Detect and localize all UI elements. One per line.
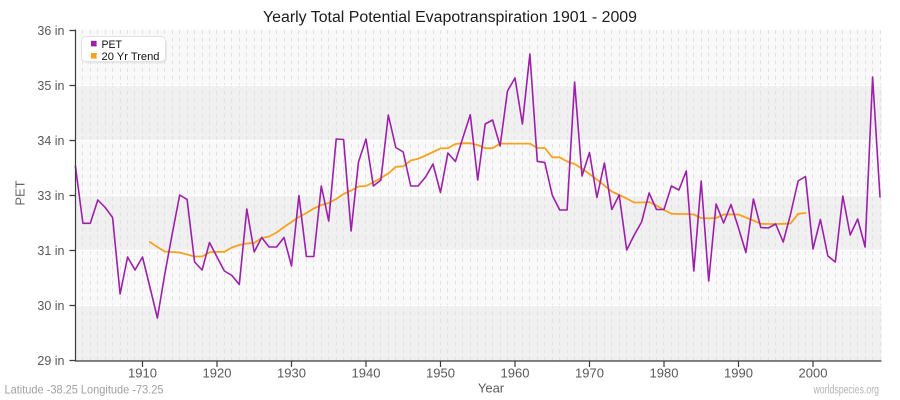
- svg-text:1990: 1990: [724, 366, 753, 381]
- svg-text:2000: 2000: [799, 366, 828, 381]
- svg-text:20 Yr Trend: 20 Yr Trend: [102, 51, 160, 63]
- svg-text:1980: 1980: [650, 366, 679, 381]
- svg-text:worldspecies.org: worldspecies.org: [813, 385, 879, 397]
- svg-text:PET: PET: [102, 39, 123, 51]
- svg-text:1940: 1940: [352, 366, 381, 381]
- svg-text:1960: 1960: [501, 366, 530, 381]
- svg-text:Yearly Total Potential Evapotr: Yearly Total Potential Evapotranspiratio…: [263, 9, 637, 26]
- svg-text:35 in: 35 in: [37, 79, 64, 93]
- svg-text:36 in: 36 in: [37, 24, 64, 38]
- svg-text:1920: 1920: [203, 366, 232, 381]
- svg-text:1970: 1970: [575, 366, 604, 381]
- svg-text:31 in: 31 in: [37, 244, 64, 258]
- svg-text:PET: PET: [13, 180, 28, 205]
- svg-text:30 in: 30 in: [37, 299, 64, 313]
- svg-text:1910: 1910: [128, 366, 157, 381]
- svg-text:1930: 1930: [277, 366, 306, 381]
- svg-text:33 in: 33 in: [37, 189, 64, 203]
- svg-text:29 in: 29 in: [37, 354, 64, 368]
- svg-text:Latitude -38.25 Longitude -73.: Latitude -38.25 Longitude -73.25: [5, 382, 164, 396]
- svg-text:Year: Year: [478, 380, 505, 395]
- svg-text:1950: 1950: [426, 366, 455, 381]
- svg-text:34 in: 34 in: [37, 134, 64, 148]
